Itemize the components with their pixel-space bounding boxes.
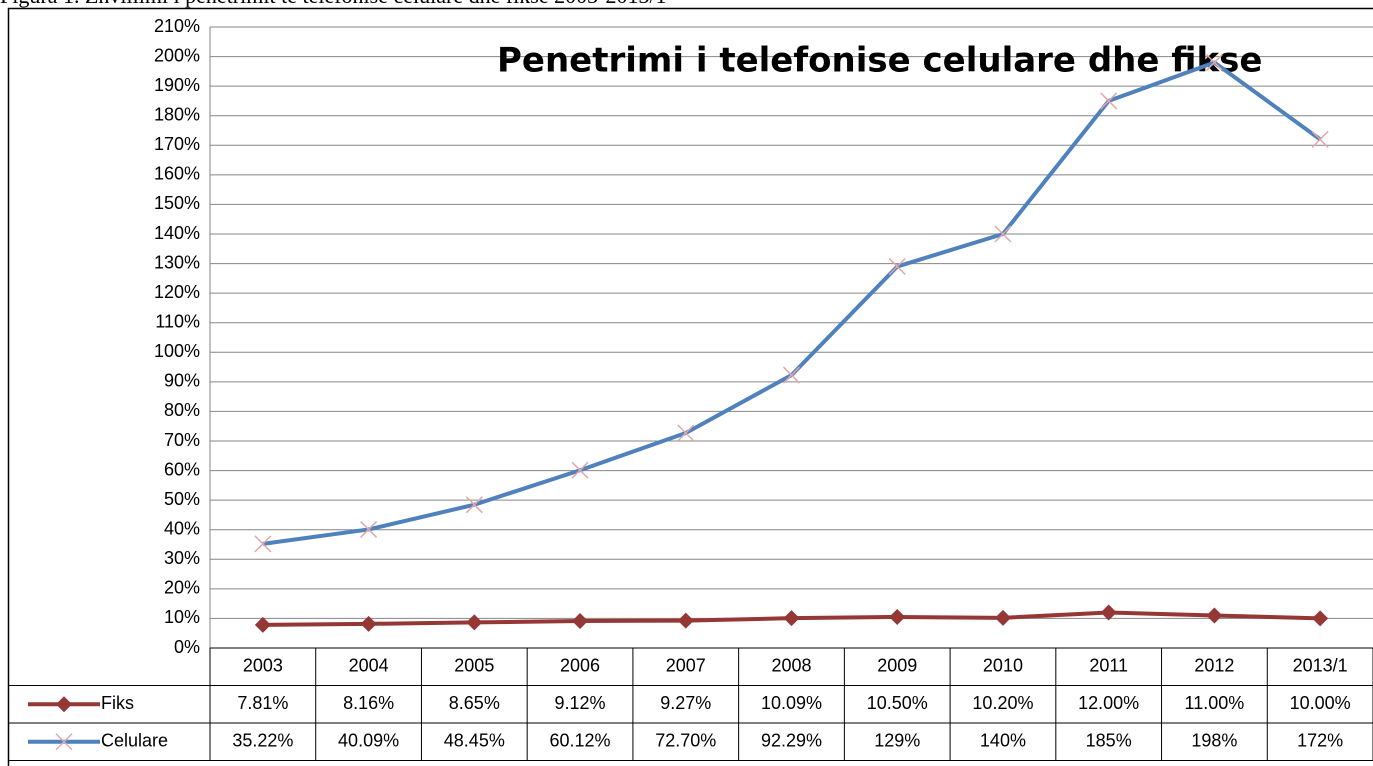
x-tick-label: 2007 [666,656,706,676]
y-tick-label: 130% [154,252,200,272]
data-label: 60.12% [550,731,611,751]
y-tick-label: 200% [154,45,200,65]
legend-label: Celulare [101,731,168,751]
data-label: 8.65% [449,693,500,713]
marker [994,225,1012,243]
data-label: 11.00% [1185,693,1245,713]
y-tick-label: 180% [154,104,200,124]
marker [1311,130,1329,148]
y-tick-label: 100% [154,341,200,361]
marker [254,535,272,553]
marker [888,257,906,276]
marker [254,616,271,633]
y-tick-label: 150% [154,193,200,213]
marker [360,615,377,632]
x-tick-label: 2005 [454,656,494,676]
legend-label: Fiks [101,693,134,713]
data-label: 35.22% [232,731,293,751]
y-tick-label: 50% [164,489,200,509]
y-tick-label: 60% [164,459,200,479]
x-tick-label: 2012 [1194,656,1234,676]
marker [465,496,483,514]
chart-title: Penetrimi i telefonise celulare dhe fiks… [497,41,1262,81]
y-tick-label: 160% [154,164,200,184]
data-label: 10.50% [867,693,928,713]
data-label: 10.00% [1290,693,1351,713]
data-label: 9.27% [660,693,711,713]
y-tick-label: 140% [154,223,200,243]
x-tick-label: 2004 [349,656,389,676]
data-label: 172% [1297,731,1343,751]
data-label: 129% [874,731,920,751]
y-tick-label: 20% [164,578,200,598]
marker [677,424,695,442]
y-tick-label: 120% [154,282,200,302]
x-tick-label: 2011 [1089,656,1128,676]
marker [1312,610,1329,627]
y-tick-label: 70% [164,430,200,450]
marker [360,520,378,538]
legend-marker [55,733,73,751]
series-line [262,60,1322,546]
data-label: 48.45% [444,731,505,751]
x-tick-label: 2006 [560,656,600,676]
x-tick-label: 2010 [983,656,1023,676]
caption: Figura 1. Zhvillimi i penetrimit te tele… [0,0,667,8]
marker [994,609,1011,626]
y-tick-label: 80% [164,400,200,420]
data-label: 10.20% [972,693,1033,713]
data-label: 140% [980,731,1026,751]
marker [677,612,694,629]
marker [572,613,589,630]
y-tick-label: 110% [155,311,200,331]
data-label: 12.00% [1078,693,1139,713]
chart-frame [7,7,1373,766]
marker [1206,607,1223,624]
legend-marker [56,696,72,713]
data-label: 7.81% [237,693,288,713]
y-tick-label: 0% [174,637,200,657]
marker [1100,604,1117,621]
x-tick-label: 2003 [243,656,283,676]
x-tick-label: 2009 [877,656,917,676]
y-tick-label: 90% [164,371,200,391]
data-label: 92.29% [761,731,822,751]
data-label: 185% [1086,731,1132,751]
data-label: 9.12% [555,693,606,713]
marker [571,461,589,479]
y-tick-label: 10% [164,607,200,627]
data-label: 10.09% [761,693,822,713]
marker [782,366,801,384]
y-tick-label: 40% [164,518,200,538]
y-tick-label: 170% [154,134,200,154]
marker [466,614,483,631]
marker [889,608,906,625]
data-label: 8.16% [343,693,394,713]
y-tick-label: 190% [154,75,200,95]
marker [783,610,800,627]
data-label: 40.09% [338,731,399,751]
x-tick-label: 2013/1 [1293,656,1348,676]
y-tick-label: 210% [154,16,200,36]
data-label: 198% [1191,731,1237,751]
y-tick-label: 30% [164,548,200,568]
x-tick-label: 2008 [771,656,811,676]
marker [1100,92,1118,110]
marker [1205,53,1223,72]
data-label: 72.70% [655,731,716,751]
